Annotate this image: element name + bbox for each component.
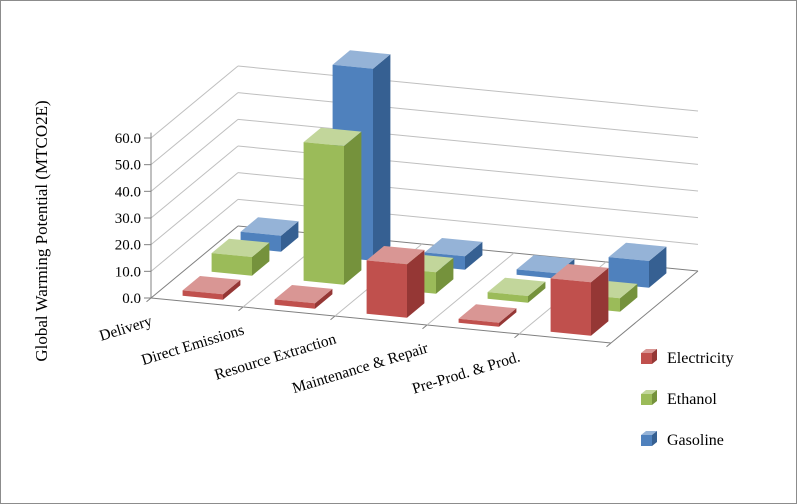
bar-top-face — [274, 285, 333, 304]
legend-item-gasoline: Gasoline — [641, 431, 724, 449]
sidewall-gridline — [150, 172, 239, 246]
bar-top-face — [487, 277, 546, 296]
y-tick-label: 0.0 — [122, 291, 141, 307]
bars-3d — [182, 50, 667, 336]
bar-top-face — [516, 255, 575, 274]
floor-category-separator — [426, 252, 515, 326]
bar-side-face — [407, 249, 425, 318]
floor-left-edge — [150, 225, 239, 299]
legend-marker-top — [641, 390, 657, 394]
y-tick-label: 40.0 — [115, 184, 141, 200]
bar-front-face — [487, 292, 528, 303]
category-tick — [514, 333, 520, 339]
bar-front-face — [458, 318, 499, 327]
backwall-gridline — [237, 65, 699, 112]
bar-electricity-1 — [274, 285, 333, 309]
bar-top-face — [303, 127, 362, 146]
bar-top-face — [424, 238, 483, 257]
sidewall-gridline — [150, 92, 239, 166]
bar-side-face — [252, 242, 270, 276]
legend-marker-side — [652, 349, 657, 364]
category-tick — [422, 324, 428, 330]
bar-front-face — [550, 278, 591, 336]
bar-side-face — [223, 279, 241, 300]
bar-ethanol-0 — [211, 238, 270, 276]
sidewall-gridline — [150, 145, 239, 219]
bar-front-face — [211, 253, 252, 276]
sidewall-gridline — [150, 118, 239, 192]
y-tick-label: 10.0 — [115, 264, 141, 280]
bar-ethanol-1 — [303, 127, 362, 285]
legend-label: Ethanol — [667, 391, 717, 408]
category-tick — [330, 315, 336, 321]
bar-side-face — [465, 241, 483, 270]
legend: Electricity Ethanol Gasoline — [641, 349, 734, 449]
legend-marker-side — [652, 431, 657, 446]
bar-ethanol-3 — [487, 277, 546, 303]
bar-front-face — [608, 257, 649, 288]
legend-marker-top — [641, 349, 657, 353]
bar-side-face — [436, 257, 454, 294]
y-tick-label: 60.0 — [115, 131, 141, 147]
bar-electricity-3 — [458, 304, 517, 327]
bar-electricity-4 — [550, 264, 609, 336]
category-tick — [238, 306, 244, 312]
bar-top-face — [550, 264, 609, 283]
bar-top-face — [211, 238, 270, 257]
bar-side-face — [591, 267, 609, 336]
bar-front-face — [303, 142, 344, 285]
legend-marker-top — [641, 431, 657, 435]
legend-label: Electricity — [667, 350, 734, 367]
bar-side-face — [281, 221, 299, 252]
sidewall-gridline — [150, 65, 239, 139]
bar-gasoline-4 — [608, 242, 667, 288]
bar-side-face — [373, 54, 391, 261]
bar-front-face — [182, 290, 223, 300]
floor-front-edge — [150, 297, 612, 344]
bar-top-face — [366, 246, 425, 265]
bar-electricity-2 — [366, 246, 425, 318]
bar-side-face — [649, 246, 667, 288]
bar-front-face — [516, 269, 557, 279]
bar-side-face — [344, 131, 362, 285]
bar-side-face — [315, 288, 333, 309]
bar-front-face — [366, 260, 407, 318]
legend-marker — [641, 394, 652, 405]
x-category-label: Delivery — [97, 312, 154, 344]
legend-marker — [641, 435, 652, 446]
bar-side-face — [528, 281, 546, 303]
y-axis-title: Global Warming Potential (MTCO2E) — [32, 100, 51, 361]
backwall-gridline — [237, 118, 699, 165]
legend-label: Gasoline — [667, 432, 724, 449]
legend-marker — [641, 353, 652, 364]
bar-side-face — [499, 308, 517, 327]
legend-item-electricity: Electricity — [641, 349, 734, 367]
y-tick-label: 30.0 — [115, 211, 141, 227]
y-tick-label: 50.0 — [115, 158, 141, 174]
bar-top-face — [182, 276, 241, 295]
bar-top-face — [332, 50, 391, 69]
backwall-gridline — [237, 92, 699, 139]
bar-top-face — [458, 304, 517, 323]
legend-item-ethanol: Ethanol — [641, 390, 717, 408]
category-tick — [606, 342, 612, 348]
y-tick-label: 20.0 — [115, 238, 141, 254]
legend-marker-side — [652, 390, 657, 405]
bar-electricity-0 — [182, 276, 241, 300]
floor-right-edge — [610, 270, 699, 344]
bar-front-face — [274, 299, 315, 309]
category-tick — [146, 297, 152, 303]
bar-top-face — [240, 217, 299, 236]
sidewall-gridline — [150, 198, 239, 272]
bar-side-face — [620, 283, 638, 312]
bar-top-face — [608, 242, 667, 261]
